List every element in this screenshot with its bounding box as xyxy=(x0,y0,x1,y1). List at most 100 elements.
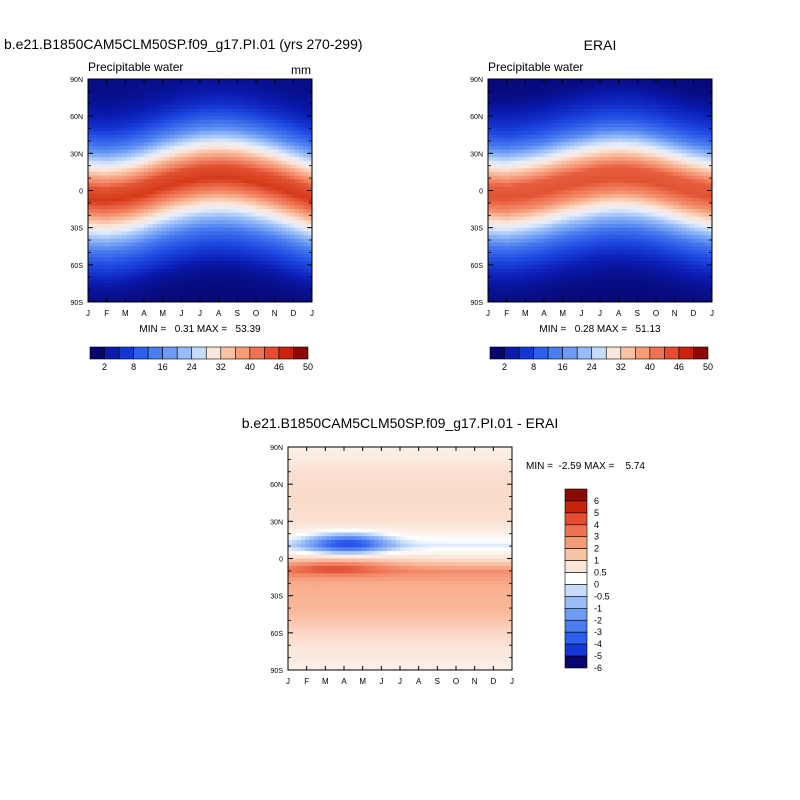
model-field-cell xyxy=(118,272,123,277)
model-field-cell xyxy=(139,238,145,243)
model-field-cell xyxy=(165,220,171,225)
model-field-cell xyxy=(208,227,214,232)
model-field-cell xyxy=(234,79,240,84)
model-field-cell xyxy=(195,268,201,273)
model-field-cell xyxy=(303,209,309,214)
erai-field-cell xyxy=(673,138,678,143)
model-field-cell xyxy=(307,86,313,91)
erai-field-cell xyxy=(703,197,709,203)
model-field-cell xyxy=(299,275,304,281)
erai-field-cell xyxy=(513,149,519,154)
erai-field-cell xyxy=(677,105,683,110)
model-legend-swatch xyxy=(104,346,120,360)
erai-field-cell xyxy=(526,131,532,136)
model-field-cell xyxy=(286,79,291,84)
erai-field-cell xyxy=(634,149,640,154)
erai-field-cell xyxy=(513,164,519,169)
erai-field-cell xyxy=(617,190,622,195)
erai-field-cell xyxy=(647,183,653,188)
model-field-cell xyxy=(277,223,283,229)
model-field-cell xyxy=(178,90,184,95)
model-field-cell xyxy=(187,134,192,139)
model-field-cell xyxy=(161,93,166,98)
model-field-cell xyxy=(113,160,119,165)
model-field-cell xyxy=(92,201,98,206)
model-field-cell xyxy=(118,79,123,84)
model-field-cell xyxy=(169,116,175,121)
model-field-cell xyxy=(187,287,192,292)
model-field-cell xyxy=(208,257,214,262)
erai-field-cell xyxy=(539,86,545,91)
model-field-cell xyxy=(139,283,145,288)
erai-field-cell xyxy=(630,127,635,132)
model-field-cell xyxy=(165,112,171,117)
model-field-cell xyxy=(212,134,218,139)
erai-field-cell xyxy=(518,175,523,180)
model-field-cell xyxy=(118,175,123,180)
erai-field-cell xyxy=(548,112,554,117)
erai-field-cell xyxy=(673,90,678,95)
model-field-cell xyxy=(96,294,102,299)
erai-field-cell xyxy=(578,201,584,206)
erai-field-cell xyxy=(595,138,601,143)
model-field-cell xyxy=(161,209,166,214)
model-field-cell xyxy=(217,127,222,132)
model-field-cell xyxy=(208,101,214,106)
model-field-cell xyxy=(152,261,158,266)
model-field-cell xyxy=(243,142,248,147)
model-field-cell xyxy=(225,194,231,199)
model-field-cell xyxy=(299,268,304,273)
model-field-cell xyxy=(182,186,188,191)
erai-field-cell xyxy=(526,145,532,151)
erai-field-cell xyxy=(634,186,640,191)
erai-field-cell xyxy=(595,101,601,106)
model-field-cell xyxy=(195,157,201,162)
model-field-cell xyxy=(174,97,179,102)
erai-field-cell xyxy=(664,127,670,132)
erai-field-cell xyxy=(630,201,635,206)
model-field-cell xyxy=(225,164,231,169)
model-field-cell xyxy=(135,108,141,113)
model-field-cell xyxy=(152,235,158,240)
erai-field-cell xyxy=(703,131,709,136)
model-field-cell xyxy=(122,79,128,84)
erai-field-cell xyxy=(600,183,605,188)
model-field-cell xyxy=(113,220,119,225)
model-field-cell xyxy=(225,294,231,299)
model-field-cell xyxy=(152,209,158,214)
erai-field-cell xyxy=(664,190,670,195)
model-field-cell xyxy=(122,194,128,199)
model-field-cell xyxy=(247,201,253,206)
model-field-cell xyxy=(299,108,304,113)
model-field-cell xyxy=(109,186,115,191)
model-field-cell xyxy=(156,90,162,95)
model-field-cell xyxy=(178,116,184,121)
model-field-cell xyxy=(131,257,136,262)
model-field-cell xyxy=(251,294,257,299)
erai-field-cell xyxy=(660,142,666,147)
model-field-cell xyxy=(204,105,210,110)
model-field-cell xyxy=(96,145,102,151)
erai-field-cell xyxy=(604,164,610,169)
model-field-cell xyxy=(135,216,141,221)
model-field-cell xyxy=(105,171,110,177)
model-field-cell xyxy=(88,179,93,184)
model-field-cell xyxy=(230,294,235,299)
model-field-cell xyxy=(178,123,184,128)
model-field-cell xyxy=(161,287,166,292)
model-field-cell xyxy=(273,249,278,255)
erai-field-cell xyxy=(660,116,666,121)
model-field-cell xyxy=(100,116,106,121)
model-field-cell xyxy=(200,142,205,147)
erai-field-cell xyxy=(509,179,515,184)
erai-field-cell xyxy=(496,86,502,91)
erai-field-cell xyxy=(686,157,691,162)
model-field-cell xyxy=(182,231,188,236)
model-field-cell xyxy=(187,112,192,117)
erai-field-cell xyxy=(578,123,584,128)
model-field-cell xyxy=(122,290,128,295)
model-field-cell xyxy=(187,194,192,199)
model-field-cell xyxy=(118,183,123,188)
erai-field-cell xyxy=(608,79,614,84)
erai-field-cell xyxy=(612,145,618,151)
